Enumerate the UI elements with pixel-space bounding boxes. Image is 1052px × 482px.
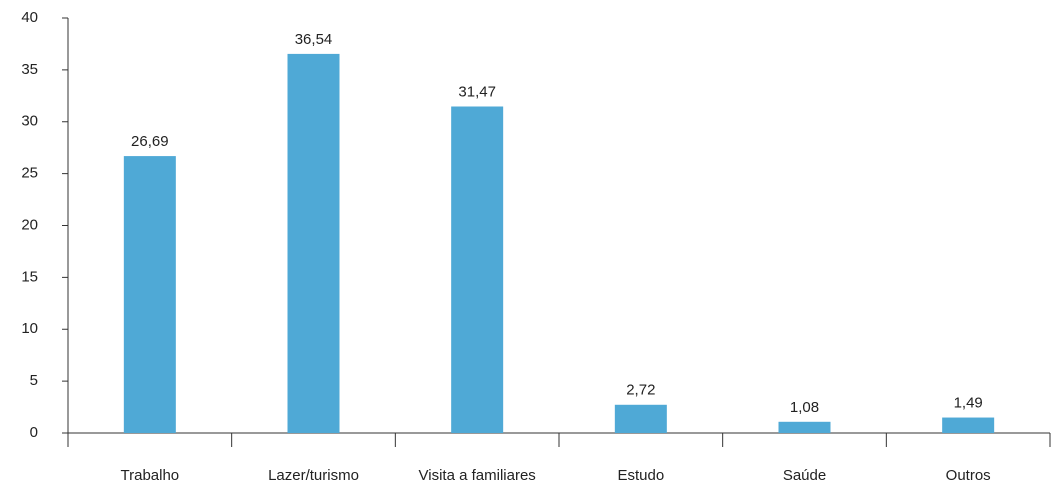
x-tick-label: Estudo xyxy=(617,467,664,482)
y-tick-label: 15 xyxy=(21,268,38,285)
bar xyxy=(123,156,176,433)
y-tick-label: 35 xyxy=(21,61,38,78)
y-tick-label: 25 xyxy=(21,165,38,182)
y-tick-label: 20 xyxy=(21,216,38,233)
bar xyxy=(287,53,340,434)
x-tick-label: Trabalho xyxy=(121,467,180,482)
y-tick-label: 40 xyxy=(21,9,38,26)
value-label: 1,08 xyxy=(790,399,819,416)
x-tick-label: Saúde xyxy=(783,467,826,482)
value-label: 1,49 xyxy=(954,395,983,412)
y-tick-label: 0 xyxy=(30,424,38,441)
bar xyxy=(451,106,504,433)
value-label: 26,69 xyxy=(131,133,169,150)
x-tick-label: Lazer/turismo xyxy=(268,467,359,482)
y-tick-label: 5 xyxy=(30,372,38,389)
value-label: 2,72 xyxy=(626,382,655,399)
value-label: 36,54 xyxy=(295,31,333,48)
bar xyxy=(942,417,995,433)
bar xyxy=(614,404,667,433)
x-tick-label: Visita a familiares xyxy=(419,467,536,482)
bar xyxy=(778,421,831,433)
y-tick-label: 30 xyxy=(21,113,38,130)
y-tick-label: 10 xyxy=(21,320,38,337)
value-label: 31,47 xyxy=(458,83,496,100)
x-tick-label: Outros xyxy=(946,467,991,482)
